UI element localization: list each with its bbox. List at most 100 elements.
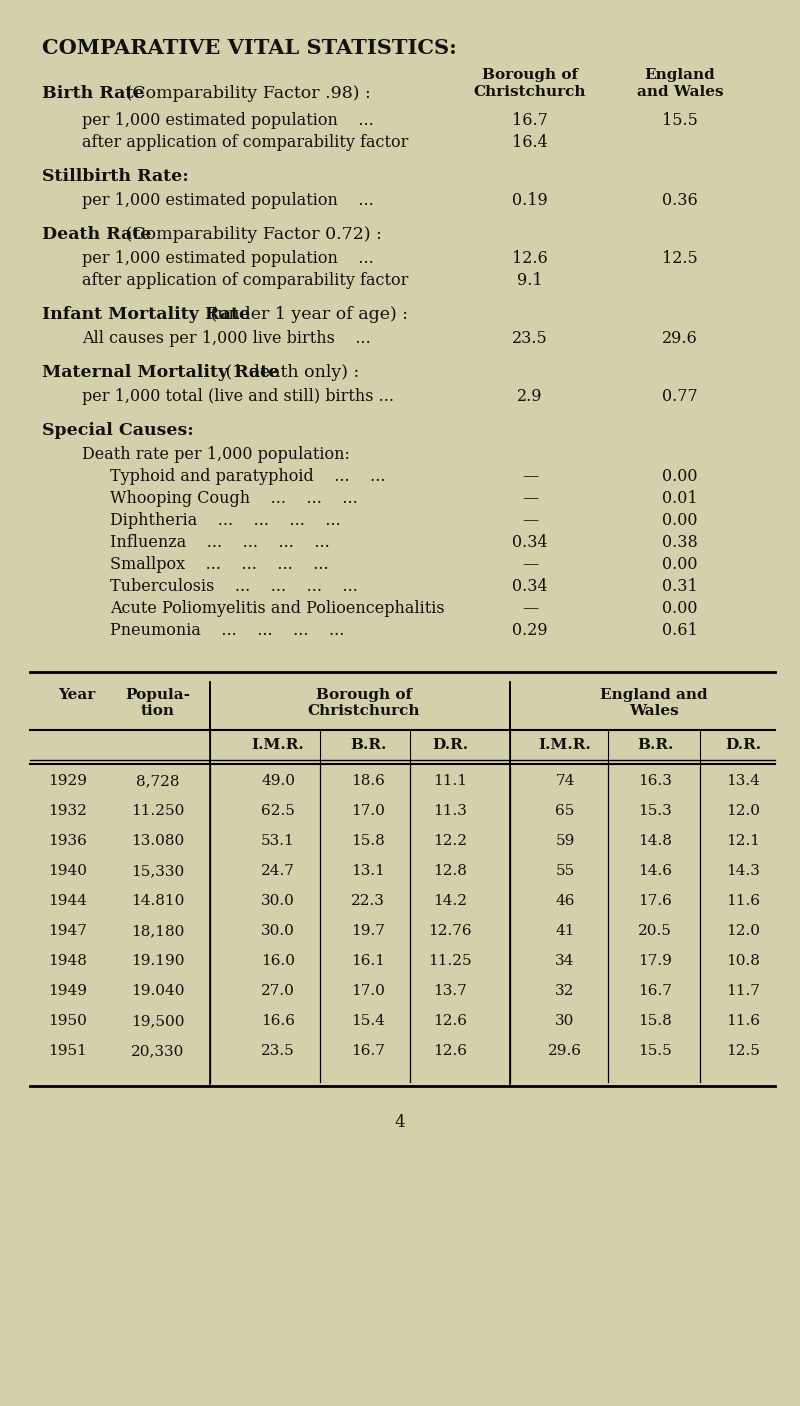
Text: I.M.R.: I.M.R. [252, 738, 304, 752]
Text: 11.7: 11.7 [726, 984, 760, 998]
Text: —: — [522, 555, 538, 574]
Text: 27.0: 27.0 [261, 984, 295, 998]
Text: 15.8: 15.8 [638, 1014, 672, 1028]
Text: 12.0: 12.0 [726, 924, 760, 938]
Text: 17.0: 17.0 [351, 804, 385, 818]
Text: 0.38: 0.38 [662, 534, 698, 551]
Text: 23.5: 23.5 [512, 330, 548, 347]
Text: 29.6: 29.6 [662, 330, 698, 347]
Text: 12.2: 12.2 [433, 834, 467, 848]
Text: 32: 32 [555, 984, 574, 998]
Text: 20,330: 20,330 [131, 1045, 185, 1057]
Text: 8,728: 8,728 [136, 773, 180, 787]
Text: Diphtheria    ...    ...    ...    ...: Diphtheria ... ... ... ... [110, 512, 341, 529]
Text: per 1,000 total (live and still) births ...: per 1,000 total (live and still) births … [82, 388, 394, 405]
Text: 12.5: 12.5 [662, 250, 698, 267]
Text: 18.6: 18.6 [351, 773, 385, 787]
Text: 0.00: 0.00 [662, 600, 698, 617]
Text: 14.8: 14.8 [638, 834, 672, 848]
Text: 19.190: 19.190 [131, 955, 185, 967]
Text: 10.8: 10.8 [726, 955, 760, 967]
Text: D.R.: D.R. [432, 738, 468, 752]
Text: 41: 41 [555, 924, 574, 938]
Text: 11.25: 11.25 [428, 955, 472, 967]
Text: Influenza    ...    ...    ...    ...: Influenza ... ... ... ... [110, 534, 330, 551]
Text: 14.810: 14.810 [131, 894, 185, 908]
Text: Whooping Cough    ...    ...    ...: Whooping Cough ... ... ... [110, 491, 358, 508]
Text: Birth Rate: Birth Rate [42, 84, 145, 103]
Text: 16.6: 16.6 [261, 1014, 295, 1028]
Text: 11.3: 11.3 [433, 804, 467, 818]
Text: 13.7: 13.7 [433, 984, 467, 998]
Text: 4: 4 [394, 1114, 406, 1130]
Text: 13.080: 13.080 [131, 834, 185, 848]
Text: 18,180: 18,180 [131, 924, 185, 938]
Text: —: — [522, 512, 538, 529]
Text: 14.2: 14.2 [433, 894, 467, 908]
Text: 0.29: 0.29 [512, 621, 548, 638]
Text: 1929: 1929 [48, 773, 87, 787]
Text: 49.0: 49.0 [261, 773, 295, 787]
Text: 12.1: 12.1 [726, 834, 760, 848]
Text: 1950: 1950 [48, 1014, 87, 1028]
Text: per 1,000 estimated population    ...: per 1,000 estimated population ... [82, 250, 374, 267]
Text: Death Rate: Death Rate [42, 226, 151, 243]
Text: Stillbirth Rate:: Stillbirth Rate: [42, 167, 189, 186]
Text: 12.5: 12.5 [726, 1045, 760, 1057]
Text: 22.3: 22.3 [351, 894, 385, 908]
Text: 0.77: 0.77 [662, 388, 698, 405]
Text: 12.0: 12.0 [726, 804, 760, 818]
Text: Tuberculosis    ...    ...    ...    ...: Tuberculosis ... ... ... ... [110, 578, 358, 595]
Text: 30.0: 30.0 [261, 894, 295, 908]
Text: Christchurch: Christchurch [474, 84, 586, 98]
Text: 1948: 1948 [48, 955, 87, 967]
Text: after application of comparability factor: after application of comparability facto… [82, 134, 408, 150]
Text: England and: England and [600, 688, 708, 702]
Text: 0.36: 0.36 [662, 193, 698, 209]
Text: 55: 55 [555, 865, 574, 877]
Text: after application of comparability factor: after application of comparability facto… [82, 271, 408, 290]
Text: 16.7: 16.7 [351, 1045, 385, 1057]
Text: 11.6: 11.6 [726, 1014, 760, 1028]
Text: 0.61: 0.61 [662, 621, 698, 638]
Text: Wales: Wales [629, 704, 679, 718]
Text: Infant Mortality Rate: Infant Mortality Rate [42, 307, 250, 323]
Text: 15.5: 15.5 [662, 112, 698, 129]
Text: Borough of: Borough of [482, 67, 578, 82]
Text: Maternal Mortality Rate: Maternal Mortality Rate [42, 364, 279, 381]
Text: (1 death only) :: (1 death only) : [220, 364, 359, 381]
Text: 46: 46 [555, 894, 574, 908]
Text: —: — [522, 468, 538, 485]
Text: 30.0: 30.0 [261, 924, 295, 938]
Text: 13.4: 13.4 [726, 773, 760, 787]
Text: 2.9: 2.9 [518, 388, 542, 405]
Text: 15.3: 15.3 [638, 804, 672, 818]
Text: 14.3: 14.3 [726, 865, 760, 877]
Text: 1944: 1944 [48, 894, 87, 908]
Text: 53.1: 53.1 [261, 834, 295, 848]
Text: Special Causes:: Special Causes: [42, 422, 194, 439]
Text: 62.5: 62.5 [261, 804, 295, 818]
Text: 13.1: 13.1 [351, 865, 385, 877]
Text: 16.3: 16.3 [638, 773, 672, 787]
Text: 14.6: 14.6 [638, 865, 672, 877]
Text: 0.19: 0.19 [512, 193, 548, 209]
Text: B.R.: B.R. [637, 738, 673, 752]
Text: 11.6: 11.6 [726, 894, 760, 908]
Text: 1947: 1947 [48, 924, 87, 938]
Text: Typhoid and paratyphoid    ...    ...: Typhoid and paratyphoid ... ... [110, 468, 386, 485]
Text: 0.01: 0.01 [662, 491, 698, 508]
Text: 0.00: 0.00 [662, 512, 698, 529]
Text: Smallpox    ...    ...    ...    ...: Smallpox ... ... ... ... [110, 555, 329, 574]
Text: 59: 59 [555, 834, 574, 848]
Text: 11.1: 11.1 [433, 773, 467, 787]
Text: 1932: 1932 [48, 804, 87, 818]
Text: 15,330: 15,330 [131, 865, 185, 877]
Text: 12.8: 12.8 [433, 865, 467, 877]
Text: 0.34: 0.34 [512, 534, 548, 551]
Text: 1949: 1949 [48, 984, 87, 998]
Text: Year: Year [58, 688, 95, 702]
Text: 17.9: 17.9 [638, 955, 672, 967]
Text: 30: 30 [555, 1014, 574, 1028]
Text: 23.5: 23.5 [261, 1045, 295, 1057]
